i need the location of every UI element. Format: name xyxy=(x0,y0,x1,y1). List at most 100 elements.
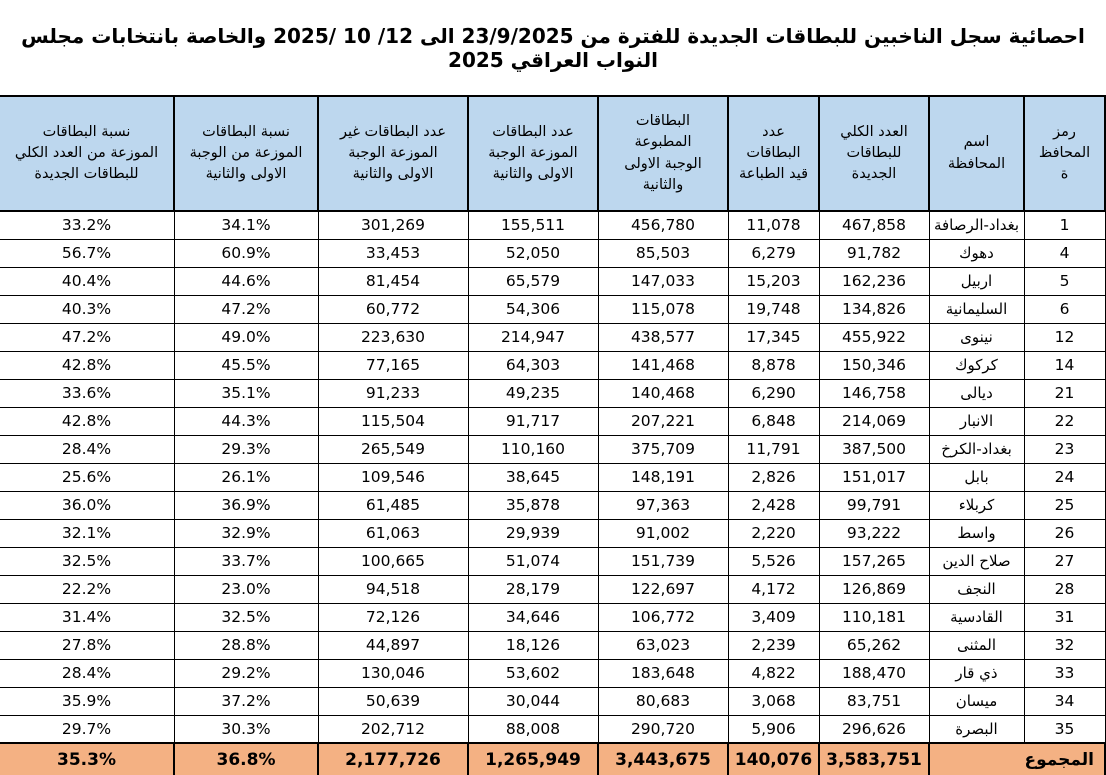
cell-pct_total: 42.8% xyxy=(0,350,175,380)
cell-code: 28 xyxy=(1023,574,1106,604)
table-row: 27 صلاح الدين 157,265 5,526 151,739 51,074 100… xyxy=(0,546,1106,576)
cell-name: واسط xyxy=(928,518,1025,548)
cell-printing: 3,068 xyxy=(727,686,820,716)
cell-name: النجف xyxy=(928,574,1025,604)
cell-pct_total: 56.7% xyxy=(0,238,175,268)
cell-printing: 8,878 xyxy=(727,350,820,380)
cell-pct_batch: 34.1% xyxy=(173,210,319,240)
cell-pct_batch: 28.8% xyxy=(173,630,319,660)
table-row: 5 اربيل 162,236 15,203 147,033 65,579 81,454 44… xyxy=(0,266,1106,296)
cell-printed: 115,078 xyxy=(597,294,729,324)
cell-printed: 85,503 xyxy=(597,238,729,268)
cell-pct_total: 28.4% xyxy=(0,434,175,464)
cell-printed: 106,772 xyxy=(597,602,729,632)
cell-printed: 151,739 xyxy=(597,546,729,576)
cell-pct_total: 32.5% xyxy=(0,546,175,576)
cell-printed: 63,023 xyxy=(597,630,729,660)
cell-distributed: 65,579 xyxy=(467,266,599,296)
cell-total: 467,858 xyxy=(818,210,930,240)
total-cell-pct_total: 35.3% xyxy=(0,742,175,775)
table-row: 22 الانبار 214,069 6,848 207,221 91,717 115,50… xyxy=(0,406,1106,436)
cell-pct_batch: 23.0% xyxy=(173,574,319,604)
cell-printing: 11,078 xyxy=(727,210,820,240)
cell-name: صلاح الدين xyxy=(928,546,1025,576)
total-cell-undistributed: 2,177,726 xyxy=(317,742,469,775)
cell-total: 110,181 xyxy=(818,602,930,632)
cell-distributed: 49,235 xyxy=(467,378,599,408)
column-header-printing: عدد البطاقات قيد الطباعة xyxy=(727,95,820,212)
cell-printed: 122,697 xyxy=(597,574,729,604)
cell-pct_total: 40.4% xyxy=(0,266,175,296)
cell-pct_batch: 45.5% xyxy=(173,350,319,380)
cell-total: 65,262 xyxy=(818,630,930,660)
cell-total: 93,222 xyxy=(818,518,930,548)
table-row: 23 بغداد-الكرخ 387,500 11,791 375,709 110,160… xyxy=(0,434,1106,464)
cell-undistributed: 130,046 xyxy=(317,658,469,688)
cell-distributed: 38,645 xyxy=(467,462,599,492)
cell-undistributed: 50,639 xyxy=(317,686,469,716)
cell-pct_total: 40.3% xyxy=(0,294,175,324)
cell-pct_batch: 49.0% xyxy=(173,322,319,352)
cell-pct_batch: 37.2% xyxy=(173,686,319,716)
column-header-printed: البطاقات المطبوعة الوجبة الاولى والثانية xyxy=(597,95,729,212)
column-header-code: رمز المحافظ ة xyxy=(1023,95,1106,212)
table-header: رمز المحافظ ة اسم المحافظة العدد الكلي للب… xyxy=(0,95,1106,212)
cell-undistributed: 44,897 xyxy=(317,630,469,660)
cell-undistributed: 265,549 xyxy=(317,434,469,464)
cell-code: 27 xyxy=(1023,546,1106,576)
cell-pct_batch: 29.3% xyxy=(173,434,319,464)
cell-pct_total: 22.2% xyxy=(0,574,175,604)
cell-pct_batch: 33.7% xyxy=(173,546,319,576)
cell-undistributed: 202,712 xyxy=(317,714,469,744)
cell-distributed: 54,306 xyxy=(467,294,599,324)
cell-printing: 2,428 xyxy=(727,490,820,520)
cell-pct_batch: 26.1% xyxy=(173,462,319,492)
cell-undistributed: 109,546 xyxy=(317,462,469,492)
total-row: المجموع 3,583,751 140,076 3,443,675 1,265,94… xyxy=(0,742,1106,775)
cell-code: 33 xyxy=(1023,658,1106,688)
table-row: 35 البصرة 296,626 5,906 290,720 88,008 202,712… xyxy=(0,714,1106,744)
table-row: 33 ذي قار 188,470 4,822 183,648 53,602 130,046… xyxy=(0,658,1106,688)
cell-pct_batch: 29.2% xyxy=(173,658,319,688)
cell-printing: 11,791 xyxy=(727,434,820,464)
cell-total: 150,346 xyxy=(818,350,930,380)
cell-code: 23 xyxy=(1023,434,1106,464)
cell-printing: 2,239 xyxy=(727,630,820,660)
cell-total: 387,500 xyxy=(818,434,930,464)
column-header-total: العدد الكلي للبطاقات الجديدة xyxy=(818,95,930,212)
cell-printed: 183,648 xyxy=(597,658,729,688)
cell-printing: 6,848 xyxy=(727,406,820,436)
cell-code: 32 xyxy=(1023,630,1106,660)
cell-name: القادسية xyxy=(928,602,1025,632)
cell-total: 162,236 xyxy=(818,266,930,296)
cell-printed: 456,780 xyxy=(597,210,729,240)
table-body: 1 بغداد-الرصافة 467,858 11,078 456,780 155,51… xyxy=(0,210,1106,744)
total-cell-total: 3,583,751 xyxy=(818,742,930,775)
total-cell-pct_batch: 36.8% xyxy=(173,742,319,775)
cell-code: 21 xyxy=(1023,378,1106,408)
cell-printed: 148,191 xyxy=(597,462,729,492)
cell-distributed: 51,074 xyxy=(467,546,599,576)
cell-undistributed: 223,630 xyxy=(317,322,469,352)
cell-name: ذي قار xyxy=(928,658,1025,688)
cell-name: بابل xyxy=(928,462,1025,492)
table-row: 26 واسط 93,222 2,220 91,002 29,939 61,063 32.9%… xyxy=(0,518,1106,548)
cell-name: كربلاء xyxy=(928,490,1025,520)
cell-distributed: 28,179 xyxy=(467,574,599,604)
cell-code: 22 xyxy=(1023,406,1106,436)
cell-undistributed: 301,269 xyxy=(317,210,469,240)
cell-code: 31 xyxy=(1023,602,1106,632)
cell-name: اربيل xyxy=(928,266,1025,296)
cell-pct_total: 27.8% xyxy=(0,630,175,660)
table-row: 4 دهوك 91,782 6,279 85,503 52,050 33,453 60.9% 5… xyxy=(0,238,1106,268)
cell-printed: 91,002 xyxy=(597,518,729,548)
cell-printing: 6,279 xyxy=(727,238,820,268)
cell-printing: 2,826 xyxy=(727,462,820,492)
table-row: 21 ديالى 146,758 6,290 140,468 49,235 91,233 35… xyxy=(0,378,1106,408)
cell-total: 83,751 xyxy=(818,686,930,716)
cell-code: 35 xyxy=(1023,714,1106,744)
cell-distributed: 110,160 xyxy=(467,434,599,464)
cell-code: 4 xyxy=(1023,238,1106,268)
cell-printed: 140,468 xyxy=(597,378,729,408)
